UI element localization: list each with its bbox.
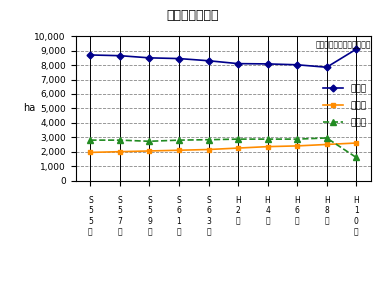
人工林 bbox=[324, 143, 329, 146]
人工林 bbox=[295, 144, 300, 148]
Line: 人工林: 人工林 bbox=[88, 141, 359, 155]
その他 bbox=[147, 140, 152, 143]
天然林 bbox=[177, 57, 181, 60]
天然林 bbox=[118, 54, 122, 58]
Text: S
6
1
年: S 6 1 年 bbox=[176, 196, 181, 236]
その他 bbox=[265, 137, 270, 141]
人工林 bbox=[88, 151, 93, 154]
人工林 bbox=[177, 148, 181, 152]
Text: S
6
3
年: S 6 3 年 bbox=[206, 196, 211, 236]
人工林 bbox=[236, 146, 240, 150]
その他 bbox=[354, 156, 359, 159]
その他 bbox=[324, 136, 329, 140]
Text: H
8
年: H 8 年 bbox=[324, 196, 330, 225]
天然林 bbox=[206, 59, 211, 63]
Text: H
4
年: H 4 年 bbox=[265, 196, 271, 225]
Text: H
1
0
年: H 1 0 年 bbox=[353, 196, 359, 236]
天然林 bbox=[236, 62, 240, 65]
天然林 bbox=[295, 63, 300, 67]
天然林 bbox=[147, 56, 152, 60]
人工林 bbox=[265, 145, 270, 148]
天然林 bbox=[324, 65, 329, 69]
天然林 bbox=[88, 53, 93, 57]
Text: S
5
9
年: S 5 9 年 bbox=[147, 196, 152, 236]
人工林 bbox=[206, 148, 211, 151]
その他 bbox=[206, 138, 211, 142]
Line: 天然林: 天然林 bbox=[88, 47, 359, 70]
人工林 bbox=[118, 150, 122, 153]
人工林 bbox=[354, 141, 359, 145]
Y-axis label: ha: ha bbox=[23, 103, 35, 113]
天然林 bbox=[354, 47, 359, 51]
Line: その他: その他 bbox=[88, 135, 359, 160]
その他 bbox=[88, 138, 93, 142]
その他 bbox=[177, 138, 181, 142]
Text: H
2
年: H 2 年 bbox=[235, 196, 241, 225]
その他 bbox=[295, 137, 300, 141]
Text: 森林面積の推移: 森林面積の推移 bbox=[167, 9, 219, 22]
その他 bbox=[236, 137, 240, 141]
Text: S
5
5
年: S 5 5 年 bbox=[88, 196, 93, 236]
Legend: 天然林, 人工林, その他: 天然林, 人工林, その他 bbox=[323, 84, 366, 127]
人工林 bbox=[147, 149, 152, 153]
天然林 bbox=[265, 62, 270, 66]
Text: S
5
7
年: S 5 7 年 bbox=[117, 196, 122, 236]
その他 bbox=[118, 138, 122, 142]
Text: 出典：「北海道林業統計」: 出典：「北海道林業統計」 bbox=[315, 40, 371, 50]
Text: H
6
年: H 6 年 bbox=[294, 196, 300, 225]
